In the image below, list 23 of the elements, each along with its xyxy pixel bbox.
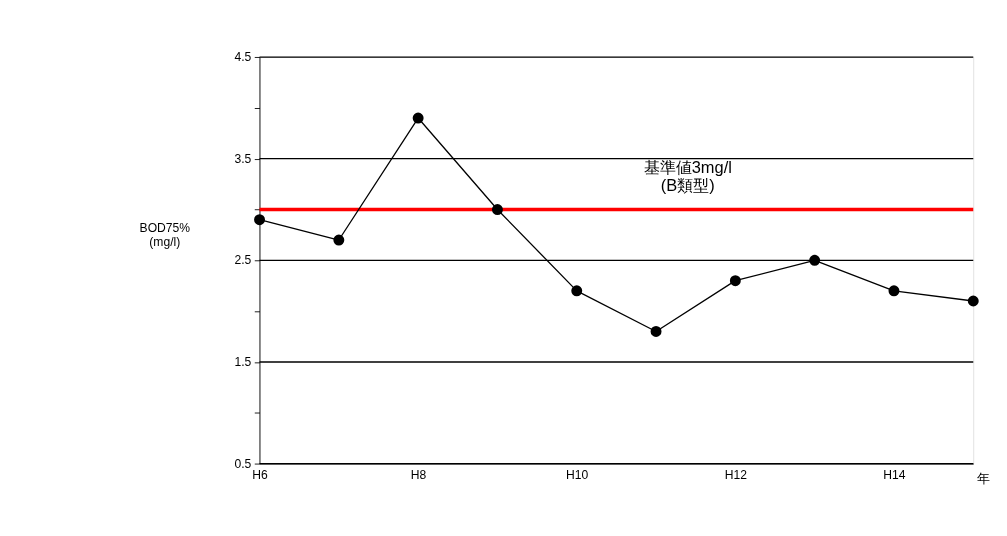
x-tick-label: H14 — [883, 467, 906, 482]
x-tick-label: H12 — [724, 467, 748, 482]
ref-line-label: 基準値3mg/l (B類型) — [643, 158, 732, 195]
point — [412, 112, 424, 124]
y-tick-label: 2.5 — [234, 253, 252, 268]
point — [650, 326, 662, 337]
point — [571, 285, 583, 297]
x-tick-label: H8 — [410, 467, 427, 482]
point — [491, 204, 503, 215]
point — [729, 275, 741, 287]
x-tick-label: H6 — [252, 467, 268, 482]
x-tick-label: H10 — [566, 467, 589, 482]
y-tick-label: 3.5 — [234, 151, 252, 166]
y-tick-label: 1.5 — [234, 354, 252, 369]
point — [888, 285, 900, 297]
y-tick-label: 4.5 — [234, 49, 252, 64]
point — [967, 295, 979, 307]
point — [254, 214, 266, 226]
y-axis-title: BOD75% (mg/l) — [139, 220, 191, 249]
y-tick-label: 0.5 — [234, 456, 252, 471]
x-axis-title: 年 — [977, 471, 991, 487]
point — [333, 234, 345, 246]
point — [809, 254, 821, 266]
